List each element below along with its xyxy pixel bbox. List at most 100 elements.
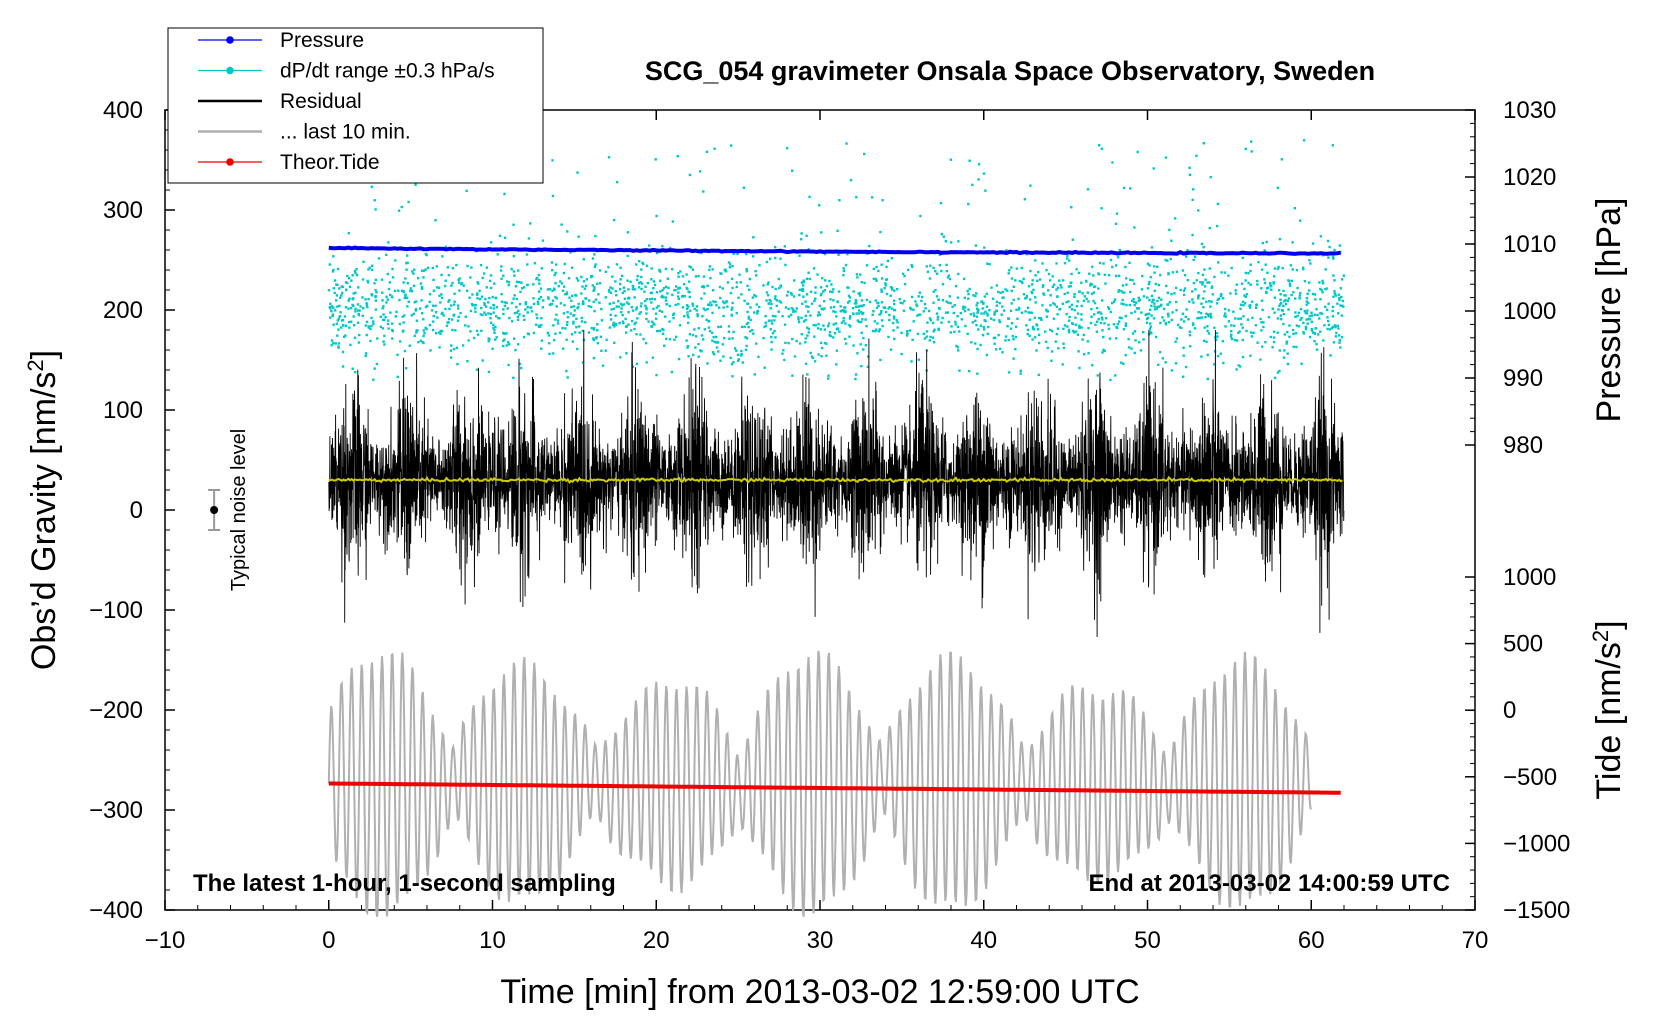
dpdt-point bbox=[636, 317, 639, 320]
dpdt-point bbox=[1296, 286, 1299, 290]
dpdt-point bbox=[1144, 313, 1147, 316]
dpdt-point bbox=[1135, 301, 1138, 304]
dpdt-point bbox=[730, 308, 733, 311]
dpdt-point bbox=[1197, 271, 1200, 275]
dpdt-point bbox=[444, 245, 448, 249]
dpdt-point bbox=[1153, 289, 1156, 292]
dpdt-point bbox=[608, 326, 612, 329]
dpdt-point bbox=[513, 294, 516, 297]
dpdt-point bbox=[397, 289, 400, 292]
dpdt-point bbox=[513, 311, 517, 315]
dpdt-point bbox=[515, 280, 519, 284]
dpdt-point bbox=[330, 339, 334, 342]
dpdt-point bbox=[992, 336, 996, 340]
dpdt-point bbox=[1085, 297, 1088, 300]
dpdt-point bbox=[331, 314, 334, 318]
dpdt-point bbox=[566, 230, 569, 233]
dpdt-point bbox=[452, 347, 456, 351]
dpdt-point bbox=[475, 329, 479, 333]
dpdt-point bbox=[1195, 279, 1199, 282]
dpdt-point bbox=[1102, 335, 1105, 339]
dpdt-point bbox=[1058, 307, 1062, 311]
dpdt-point bbox=[689, 309, 692, 312]
dpdt-point bbox=[385, 253, 388, 257]
dpdt-point bbox=[587, 305, 590, 308]
dpdt-point bbox=[594, 263, 597, 266]
dpdt-point bbox=[1193, 255, 1197, 258]
dpdt-point bbox=[500, 265, 503, 268]
dpdt-point bbox=[1179, 326, 1183, 330]
dpdt-point bbox=[1080, 281, 1083, 284]
dpdt-point bbox=[1132, 300, 1136, 304]
dpdt-point bbox=[404, 277, 407, 280]
dpdt-point bbox=[797, 320, 801, 324]
dpdt-point bbox=[940, 269, 943, 273]
dpdt-point bbox=[974, 244, 978, 247]
dpdt-point bbox=[659, 290, 662, 293]
dpdt-point bbox=[382, 340, 385, 343]
dpdt-point bbox=[1308, 289, 1311, 292]
dpdt-point bbox=[785, 294, 789, 297]
dpdt-point bbox=[706, 284, 709, 287]
dpdt-point bbox=[556, 319, 560, 322]
dpdt-point bbox=[840, 321, 844, 324]
dpdt-point bbox=[1170, 318, 1173, 322]
dpdt-point bbox=[677, 291, 680, 294]
dpdt-point bbox=[573, 331, 577, 334]
dpdt-point bbox=[355, 267, 358, 271]
dpdt-point bbox=[1318, 281, 1321, 284]
dpdt-point bbox=[592, 300, 595, 304]
dpdt-point bbox=[520, 287, 524, 290]
dpdt-point bbox=[1056, 286, 1060, 290]
dpdt-point bbox=[470, 302, 474, 306]
dpdt-point bbox=[1307, 281, 1311, 284]
dpdt-point bbox=[643, 290, 646, 293]
dpdt-point bbox=[498, 234, 502, 238]
dpdt-point bbox=[447, 317, 451, 321]
dpdt-point bbox=[1285, 340, 1289, 343]
dpdt-point bbox=[550, 261, 554, 264]
dpdt-point bbox=[422, 329, 425, 332]
dpdt-point bbox=[705, 318, 708, 322]
dpdt-point bbox=[1073, 292, 1076, 296]
dpdt-point bbox=[1260, 299, 1264, 302]
dpdt-point bbox=[856, 352, 859, 355]
dpdt-point bbox=[672, 316, 675, 320]
dpdt-point bbox=[825, 285, 829, 288]
dpdt-point bbox=[775, 299, 779, 302]
dpdt-point bbox=[809, 351, 812, 355]
dpdt-point bbox=[547, 334, 551, 337]
dpdt-point bbox=[1046, 346, 1049, 350]
dpdt-point bbox=[813, 335, 816, 338]
dpdt-point bbox=[453, 300, 456, 303]
dpdt-point bbox=[719, 272, 722, 275]
dpdt-point bbox=[879, 312, 883, 315]
dpdt-point bbox=[1298, 297, 1301, 300]
dpdt-point bbox=[621, 320, 625, 323]
dpdt-point bbox=[816, 327, 820, 330]
dpdt-point bbox=[775, 304, 778, 308]
dpdt-point bbox=[639, 281, 642, 284]
dpdt-point bbox=[1164, 361, 1167, 364]
dpdt-point bbox=[1264, 341, 1267, 344]
dpdt-point bbox=[431, 266, 435, 270]
dpdt-point bbox=[1280, 308, 1284, 312]
dpdt-point bbox=[344, 324, 348, 327]
dpdt-point bbox=[495, 315, 498, 318]
dpdt-point bbox=[1261, 345, 1264, 348]
dpdt-point bbox=[502, 339, 505, 343]
dpdt-point bbox=[347, 307, 350, 310]
dpdt-point bbox=[807, 331, 811, 334]
dpdt-point bbox=[1224, 307, 1227, 311]
dpdt-point bbox=[1276, 317, 1280, 320]
y-left-tick-label: 300 bbox=[103, 197, 143, 224]
dpdt-point bbox=[1157, 305, 1160, 308]
dpdt-point bbox=[465, 289, 469, 293]
dpdt-point bbox=[470, 266, 473, 269]
dpdt-point bbox=[998, 320, 1002, 324]
dpdt-point bbox=[1191, 323, 1195, 327]
dpdt-point bbox=[1262, 325, 1265, 329]
dpdt-point bbox=[1110, 301, 1114, 305]
dpdt-point bbox=[695, 309, 698, 312]
dpdt-point bbox=[581, 361, 585, 364]
